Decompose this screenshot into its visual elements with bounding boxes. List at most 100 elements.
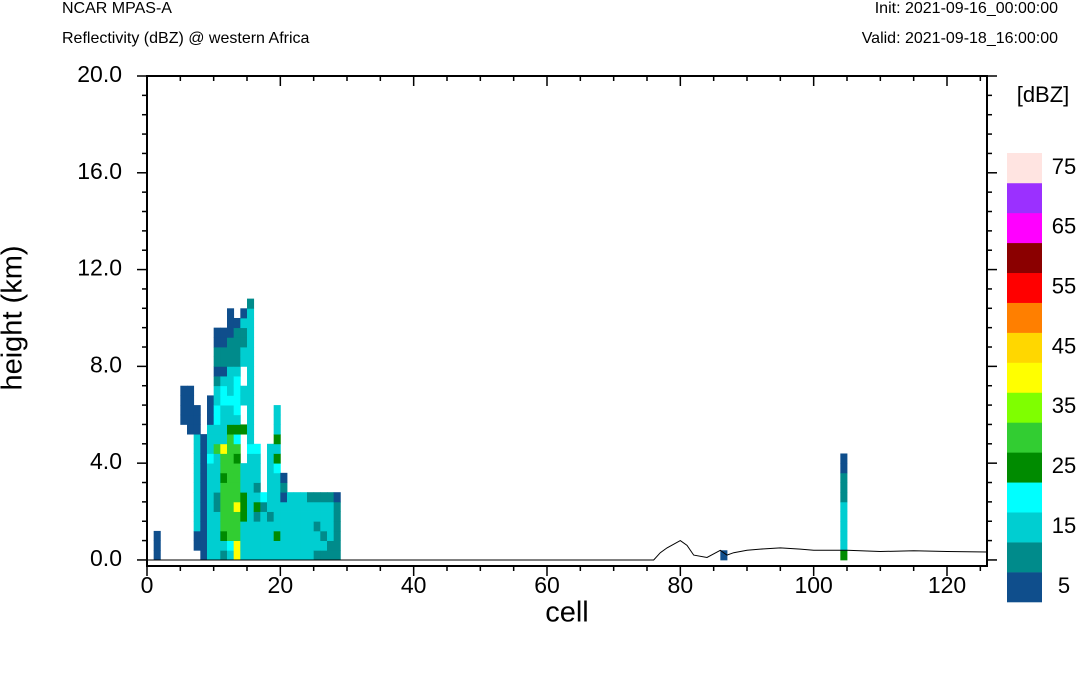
- reflectivity-cell: [213, 337, 221, 348]
- reflectivity-cell: [840, 511, 848, 522]
- reflectivity-cell: [247, 327, 255, 338]
- reflectivity-cell: [320, 492, 328, 503]
- reflectivity-cell: [240, 492, 248, 503]
- reflectivity-cell: [247, 347, 255, 358]
- reflectivity-cell: [233, 376, 241, 387]
- reflectivity-cell: [233, 327, 241, 338]
- reflectivity-cell: [200, 463, 208, 474]
- reflectivity-cell: [227, 434, 235, 445]
- reflectivity-cell: [300, 492, 308, 503]
- reflectivity-cell: [187, 424, 195, 435]
- x-tick-label: 60: [534, 572, 560, 598]
- reflectivity-cell: [227, 501, 235, 512]
- reflectivity-cell: [307, 511, 315, 522]
- reflectivity-cell: [240, 540, 248, 551]
- reflectivity-cell: [213, 472, 221, 483]
- reflectivity-cell: [207, 540, 215, 551]
- reflectivity-cell: [253, 521, 261, 532]
- reflectivity-cell: [267, 472, 275, 483]
- colorbar-title: [dBZ]: [1017, 82, 1070, 107]
- reflectivity-cell: [233, 424, 241, 435]
- reflectivity-cell: [267, 530, 275, 541]
- reflectivity-cell: [213, 424, 221, 435]
- reflectivity-cell: [840, 472, 848, 483]
- reflectivity-cell: [193, 472, 201, 483]
- reflectivity-cell: [267, 540, 275, 551]
- reflectivity-cell: [227, 482, 235, 493]
- reflectivity-cell: [267, 453, 275, 464]
- reflectivity-cell: [200, 434, 208, 445]
- reflectivity-cell: [180, 414, 188, 425]
- reflectivity-cell: [227, 550, 235, 561]
- reflectivity-cell: [233, 492, 241, 503]
- reflectivity-cell: [200, 492, 208, 503]
- reflectivity-cell: [267, 482, 275, 493]
- reflectivity-cell: [247, 424, 255, 435]
- reflectivity-cell: [207, 395, 215, 406]
- reflectivity-cell: [220, 540, 228, 551]
- colorbar-box: [1007, 452, 1042, 483]
- reflectivity-cell: [153, 530, 161, 541]
- reflectivity-cell: [320, 530, 328, 541]
- reflectivity-cell: [213, 492, 221, 503]
- reflectivity-cell: [207, 511, 215, 522]
- reflectivity-cell: [220, 376, 228, 387]
- reflectivity-cell: [213, 414, 221, 425]
- reflectivity-cell: [300, 540, 308, 551]
- model-name: NCAR MPAS-A: [62, 0, 172, 17]
- reflectivity-cell: [260, 492, 268, 503]
- reflectivity-cell: [207, 443, 215, 454]
- colorbar-box: [1007, 362, 1042, 393]
- reflectivity-cell: [207, 414, 215, 425]
- reflectivity-cell: [253, 463, 261, 474]
- reflectivity-cell: [200, 540, 208, 551]
- y-tick-label: 0.0: [90, 545, 122, 571]
- reflectivity-cell: [273, 434, 281, 445]
- colorbar-label: 75: [1052, 154, 1076, 179]
- reflectivity-cell: [280, 521, 288, 532]
- reflectivity-cell: [247, 550, 255, 561]
- reflectivity-cell: [300, 511, 308, 522]
- reflectivity-cell: [333, 521, 341, 532]
- reflectivity-cell: [840, 453, 848, 464]
- reflectivity-cell: [247, 395, 255, 406]
- reflectivity-cell: [213, 521, 221, 532]
- reflectivity-cell: [220, 356, 228, 367]
- reflectivity-cell: [327, 521, 335, 532]
- reflectivity-cell: [240, 385, 248, 396]
- reflectivity-cell: [233, 317, 241, 329]
- reflectivity-cell: [180, 385, 188, 396]
- y-tick-labels: 0.0 4.0 8.0 12.0 16.0 20.0: [77, 61, 122, 571]
- reflectivity-cell: [280, 550, 288, 561]
- reflectivity-cell: [213, 347, 221, 358]
- reflectivity-cell: [213, 356, 221, 367]
- reflectivity-cell: [293, 540, 301, 551]
- reflectivity-cell: [313, 501, 321, 512]
- reflectivity-cell: [180, 405, 188, 416]
- reflectivity-cell: [307, 521, 315, 532]
- reflectivity-cell: [213, 501, 221, 512]
- reflectivity-cell: [320, 501, 328, 512]
- reflectivity-cell: [267, 550, 275, 561]
- reflectivity-cell: [313, 550, 321, 561]
- reflectivity-cell: [247, 453, 255, 464]
- reflectivity-cell: [213, 511, 221, 522]
- reflectivity-cell: [187, 414, 195, 425]
- reflectivity-cell: [333, 511, 341, 522]
- reflectivity-cell: [193, 511, 201, 522]
- reflectivity-cell: [313, 540, 321, 551]
- reflectivity-cell: [213, 405, 221, 416]
- reflectivity-cell: [240, 521, 248, 532]
- reflectivity-cell: [260, 550, 268, 561]
- colorbar-box: [1007, 572, 1042, 603]
- reflectivity-cell: [273, 521, 281, 532]
- reflectivity-cell: [213, 463, 221, 474]
- reflectivity-cell: [227, 366, 235, 377]
- reflectivity-cell: [840, 530, 848, 541]
- reflectivity-cell: [227, 337, 235, 348]
- reflectivity-cell: [273, 492, 281, 503]
- reflectivity-cell: [227, 424, 235, 435]
- reflectivity-cell: [267, 501, 275, 512]
- reflectivity-cell: [207, 463, 215, 474]
- reflectivity-cell: [260, 530, 268, 541]
